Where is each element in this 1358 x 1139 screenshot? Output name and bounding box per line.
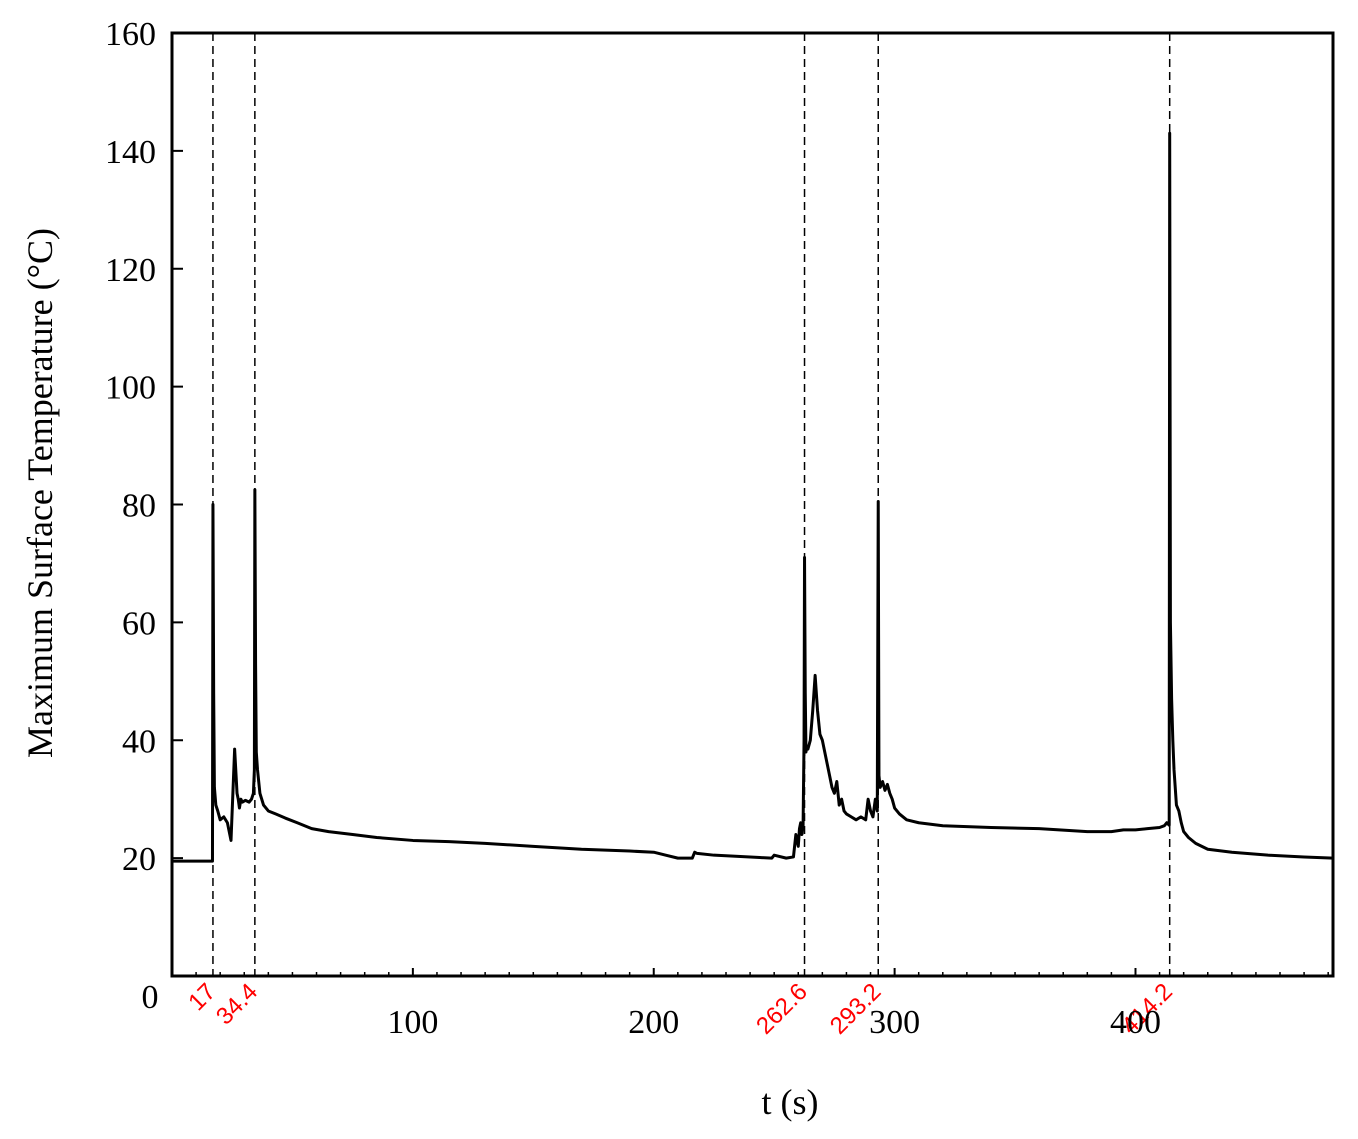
y-tick-label: 100 [105, 370, 156, 407]
y-axis-title: Maximum Surface Temperature (°C) [20, 228, 60, 758]
event-time-label: 34.4 [211, 978, 263, 1030]
x-tick-label: 400 [1110, 1004, 1161, 1041]
axis-ticks-layer: 20 40 60 80 100 120 140 160 0 100 200 300 400 [105, 16, 1329, 1041]
origin-tick-label: 0 [142, 979, 159, 1016]
x-axis-title: t (s) [762, 1082, 819, 1122]
y-tick-label: 20 [122, 841, 156, 878]
x-tick-label: 100 [387, 1004, 438, 1041]
event-time-label: 262.6 [751, 978, 813, 1040]
series-layer [172, 131, 1334, 863]
y-tick-label: 120 [105, 252, 156, 289]
x-tick-label: 300 [869, 1004, 920, 1041]
y-tick-label: 60 [122, 605, 156, 642]
y-tick-label: 160 [105, 16, 156, 53]
temperature-series-line [172, 131, 1334, 863]
y-tick-label: 140 [105, 134, 156, 171]
x-tick-label: 200 [628, 1004, 679, 1041]
y-tick-label: 40 [122, 723, 156, 760]
y-tick-label: 80 [122, 488, 156, 525]
